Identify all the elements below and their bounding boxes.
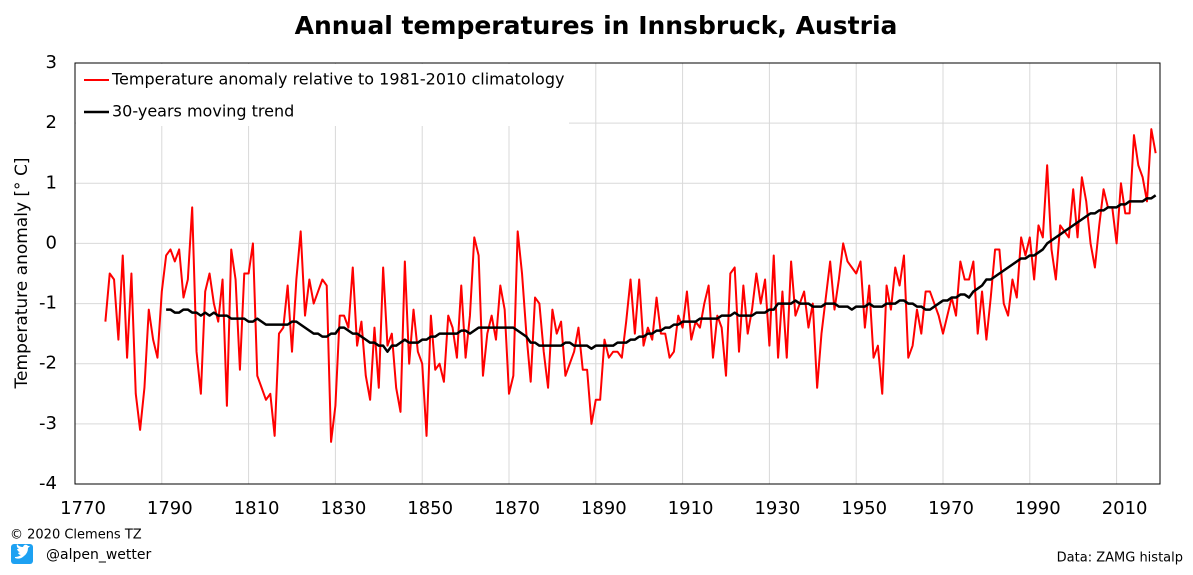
x-tick-label: 1810 — [234, 498, 280, 519]
y-tick-label: -1 — [39, 293, 57, 314]
x-tick-label: 1830 — [320, 498, 366, 519]
y-tick-label: 3 — [46, 52, 57, 73]
x-tick-label: 1990 — [1015, 498, 1061, 519]
plot-area: -4 -3 -2 -1 0 1 2 3 1770 1790 1810 1830 1850 1870 1890… — [39, 52, 1161, 519]
y-tick-label: 0 — [46, 232, 57, 253]
x-tick-label: 2010 — [1102, 498, 1148, 519]
credit: © 2020 Clemens TZ — [10, 528, 142, 543]
x-tick-label: 1950 — [841, 498, 887, 519]
y-tick-label: 2 — [46, 112, 57, 133]
legend-label: Temperature anomaly relative to 1981-201… — [111, 70, 564, 89]
legend-label: 30-years moving trend — [112, 102, 294, 121]
legend-box — [76, 64, 569, 126]
x-tick-label: 1770 — [60, 498, 106, 519]
data-line — [104, 128, 1157, 443]
y-tick-label: -2 — [39, 353, 57, 374]
plot-border — [74, 62, 1161, 485]
x-tick-label: 1790 — [147, 498, 193, 519]
source: Data: ZAMG histalp — [1057, 551, 1183, 566]
x-tick-label: 1930 — [754, 498, 800, 519]
y-tick-label: -3 — [39, 413, 57, 434]
y-axis-label: Temperature anomaly [° C] — [12, 158, 32, 390]
x-tick-label: 1890 — [581, 498, 627, 519]
x-tick-label: 1910 — [668, 498, 714, 519]
y-tick-label: 1 — [46, 172, 57, 193]
data-line — [166, 194, 1157, 353]
handle: @alpen_wetter — [46, 547, 151, 563]
chart-title: Annual temperatures in Innsbruck, Austri… — [295, 11, 898, 40]
twitter-bird — [15, 544, 30, 559]
x-tick-label: 1850 — [407, 498, 453, 519]
x-tick-label: 1870 — [494, 498, 540, 519]
y-tick-label: -4 — [39, 473, 57, 494]
x-tick-label: 1970 — [928, 498, 974, 519]
